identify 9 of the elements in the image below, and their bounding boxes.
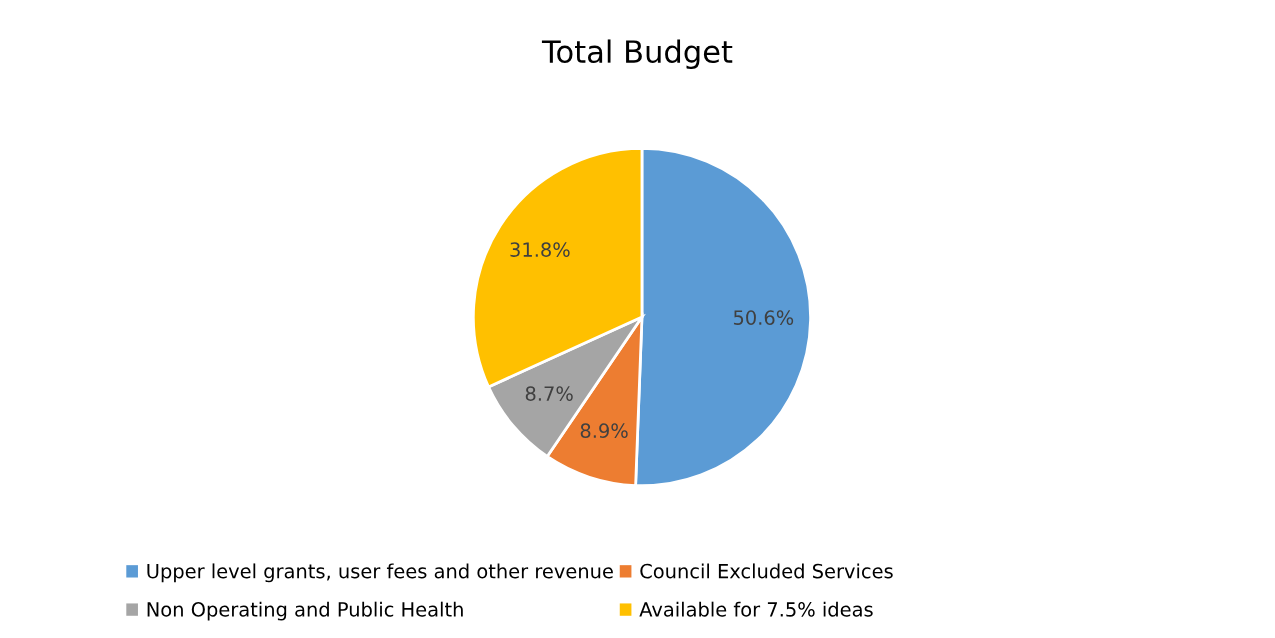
data-label: 31.8% xyxy=(510,242,570,257)
data-label: 50.6% xyxy=(733,310,794,325)
data-label: 8.7% xyxy=(525,386,573,401)
legend-label: Upper level grants, user fees and other revenue xyxy=(147,563,613,583)
chart-title: Total Budget xyxy=(541,39,733,70)
data-label: 8.9% xyxy=(580,423,628,439)
legend-label: Non Operating and Public Health xyxy=(147,601,463,621)
legend-label: Council Excluded Services xyxy=(640,563,893,579)
legend-label: Available for 7.5% ideas xyxy=(639,601,873,617)
